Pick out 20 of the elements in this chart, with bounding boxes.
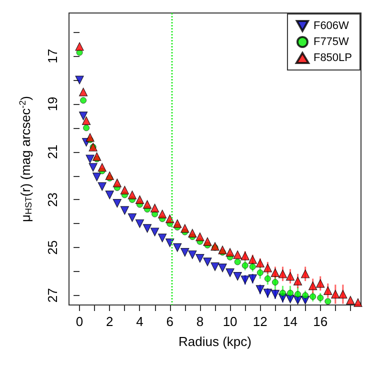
y-tick-label: 25	[45, 240, 60, 255]
y-tick-label: 19	[45, 96, 60, 112]
x-tick-label: 6	[166, 314, 174, 329]
x-axis-title: Radius (kpc)	[178, 334, 252, 349]
legend-label: F606W	[313, 20, 350, 32]
y-tick-label: 21	[45, 144, 60, 160]
y-tick-label: 27	[45, 288, 60, 303]
x-tick-label: 0	[76, 314, 84, 329]
legend-label: F850LP	[313, 52, 352, 64]
x-tick-label: 4	[136, 314, 144, 329]
legend-label: F775W	[313, 36, 350, 48]
x-tick-label: 2	[106, 314, 114, 329]
y-tick-label: 23	[45, 192, 60, 207]
x-tick-label: 16	[313, 314, 328, 329]
y-tick-label: 17	[45, 48, 60, 64]
x-tick-label: 12	[252, 314, 268, 329]
x-tick-label: 8	[196, 314, 204, 329]
y-axis-title: μHST(r) (mag arcsec-2)	[18, 96, 34, 222]
x-tick-label: 14	[283, 314, 298, 329]
x-tick-label: 10	[222, 314, 238, 329]
